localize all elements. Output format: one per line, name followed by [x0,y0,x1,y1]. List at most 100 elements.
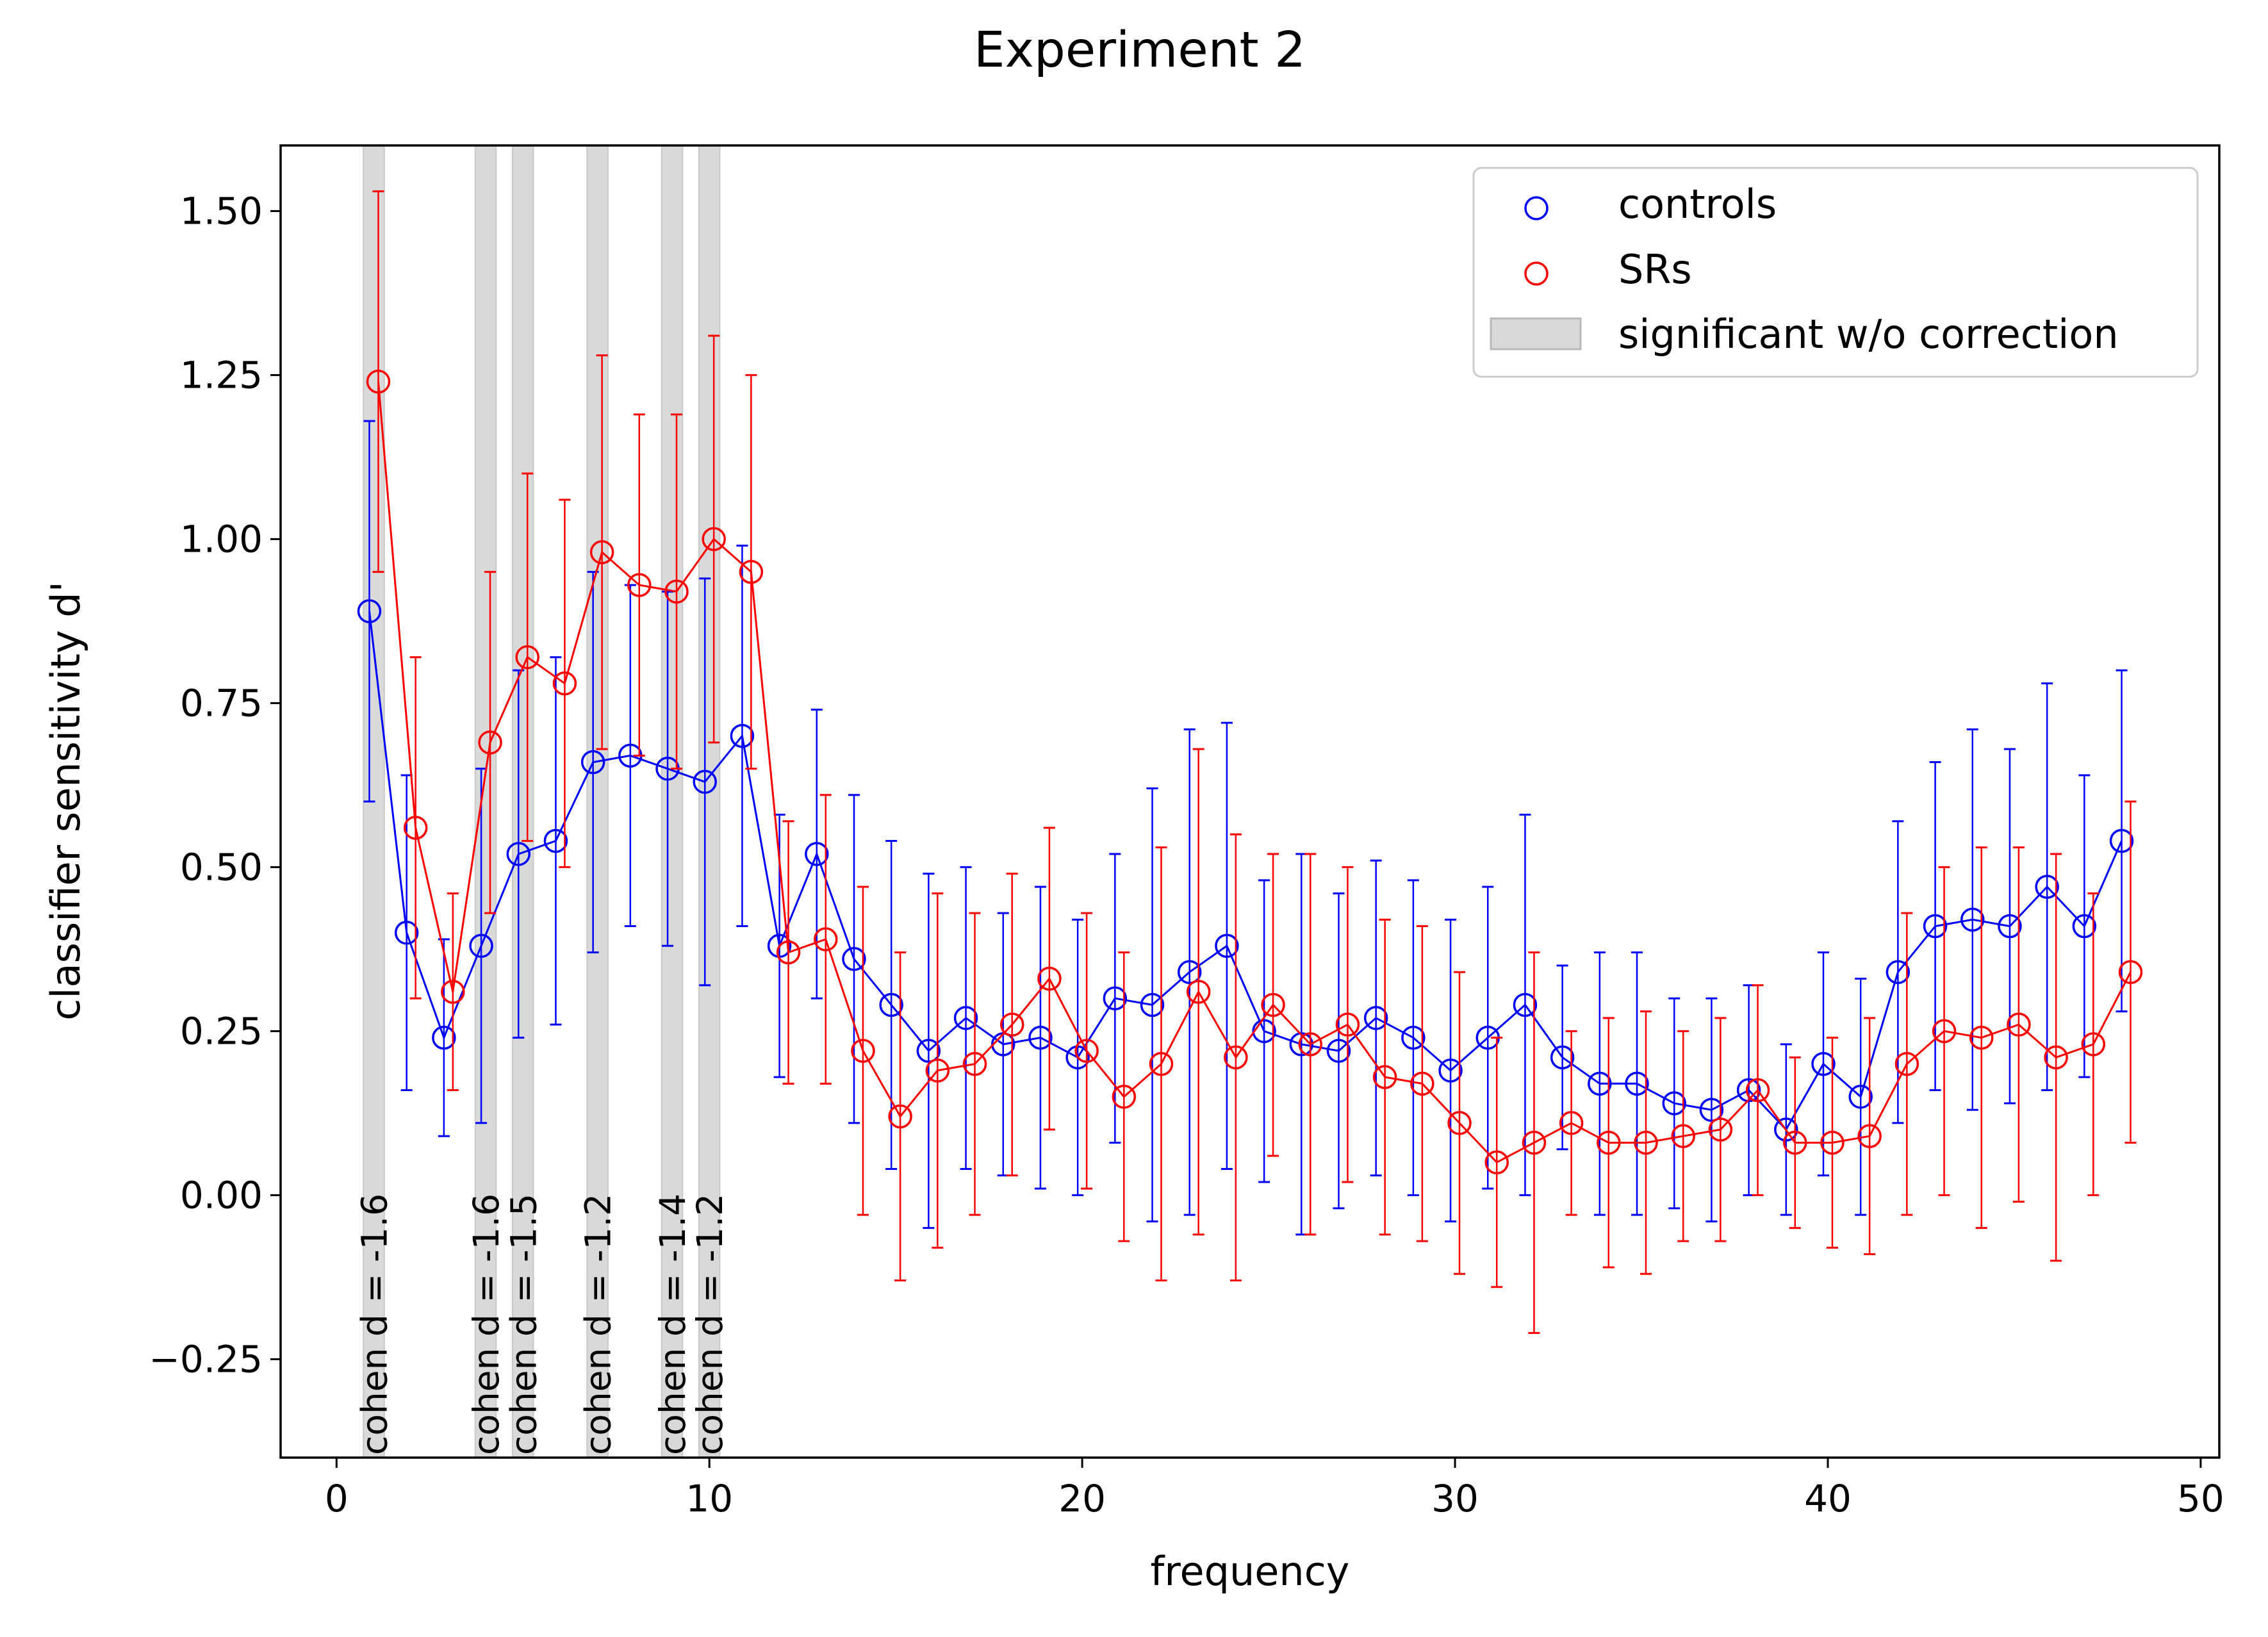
data-point [1484,1150,1509,1174]
cohen-d-label: cohen d = -1.2 [578,1194,619,1455]
data-point [1634,1130,1658,1155]
data-point [2035,875,2059,899]
x-tick-label: 50 [2177,1477,2224,1520]
data-point [664,579,689,604]
data-point [441,980,465,1004]
data-point [1550,1045,1575,1070]
legend-label-srs: SRs [1618,246,1692,293]
data-point [357,599,382,623]
data-point [999,1012,1024,1037]
data-point [1522,1130,1547,1155]
series-line [377,381,2132,1164]
legend-label-significance: significant w/o correction [1618,311,2119,358]
data-point [1774,1117,1798,1142]
y-tick-label: 0.25 [180,1009,263,1053]
data-point [1372,1065,1397,1089]
data-point [1149,1051,1174,1076]
data-point [879,992,903,1017]
x-tick-label: 10 [686,1477,733,1520]
y-tick-label: 1.00 [180,517,263,561]
data-point [1186,980,1211,1004]
data-point [589,540,614,564]
data-point [916,1039,941,1063]
data-point [1177,960,1202,984]
data-point [888,1104,912,1129]
data-point [1969,1025,1994,1050]
data-point [1215,934,1239,958]
data-point [842,947,866,971]
data-point [543,828,568,853]
data-point [394,921,419,945]
data-point [1438,1058,1463,1083]
data-point [1820,1130,1845,1155]
data-point [1960,907,1985,932]
legend-marker-srs [1524,261,1549,286]
data-point [925,1058,950,1083]
data-point [2081,1032,2106,1057]
data-point [776,940,801,965]
data-point [1298,1032,1323,1057]
data-point [851,1039,875,1063]
data-point [1662,1091,1686,1115]
legend-label-controls: controls [1618,181,1777,227]
data-point [1671,1124,1695,1148]
data-point [2109,828,2134,853]
data-point [1261,992,1285,1017]
y-tick-label: 0.00 [180,1173,263,1217]
data-point [1028,1025,1053,1050]
series-layer [357,190,2143,1334]
data-point [432,1025,456,1050]
cohen-d-label: cohen d = -1.6 [466,1194,507,1455]
x-tick-label: 40 [1804,1477,1852,1520]
x-tick-label: 0 [325,1477,349,1520]
data-point [1848,1085,1873,1109]
data-point [1894,1051,1919,1076]
data-point [366,369,391,394]
data-point [693,769,717,794]
data-point [478,730,502,755]
data-point [1112,1085,1137,1109]
data-point [1588,1071,1612,1096]
data-point [1625,1071,1649,1096]
data-point [1224,1045,1248,1070]
data-point [2118,960,2143,984]
data-point [814,927,838,951]
legend-patch-significance [1490,317,1582,350]
significance-band [511,145,534,1458]
y-tick-label: −0.25 [149,1337,263,1381]
data-point [1736,1078,1761,1103]
y-tick-label: 1.25 [180,353,263,397]
data-point [1074,1039,1099,1063]
data-point [1923,914,1948,939]
legend: controls SRs significant w/o correction [1472,167,2199,378]
chart-title: Experiment 2 [974,22,1306,79]
data-point [1708,1117,1733,1142]
data-point [1037,966,1062,991]
data-point [1401,1025,1426,1050]
data-point [1252,1019,1276,1044]
data-point [1140,992,1165,1017]
data-point [1513,992,1538,1017]
data-point [506,842,531,866]
data-point [552,671,577,696]
data-point [1447,1111,1472,1135]
data-point [2007,1012,2031,1037]
data-point [627,573,652,597]
data-point [2044,1045,2068,1070]
data-point [1745,1078,1770,1103]
data-point [1857,1124,1882,1148]
data-point [580,750,605,775]
data-point [962,1051,987,1076]
series-srs [366,190,2143,1334]
data-point [1699,1098,1724,1123]
data-point [1811,1051,1836,1076]
data-point [1886,960,1911,984]
data-point [702,527,726,552]
data-point [1326,1039,1351,1063]
data-point [1932,1019,1957,1044]
data-point [805,842,829,866]
data-point [515,645,539,670]
data-point [739,559,764,584]
data-point [1597,1130,1621,1155]
data-point [1103,986,1128,1010]
